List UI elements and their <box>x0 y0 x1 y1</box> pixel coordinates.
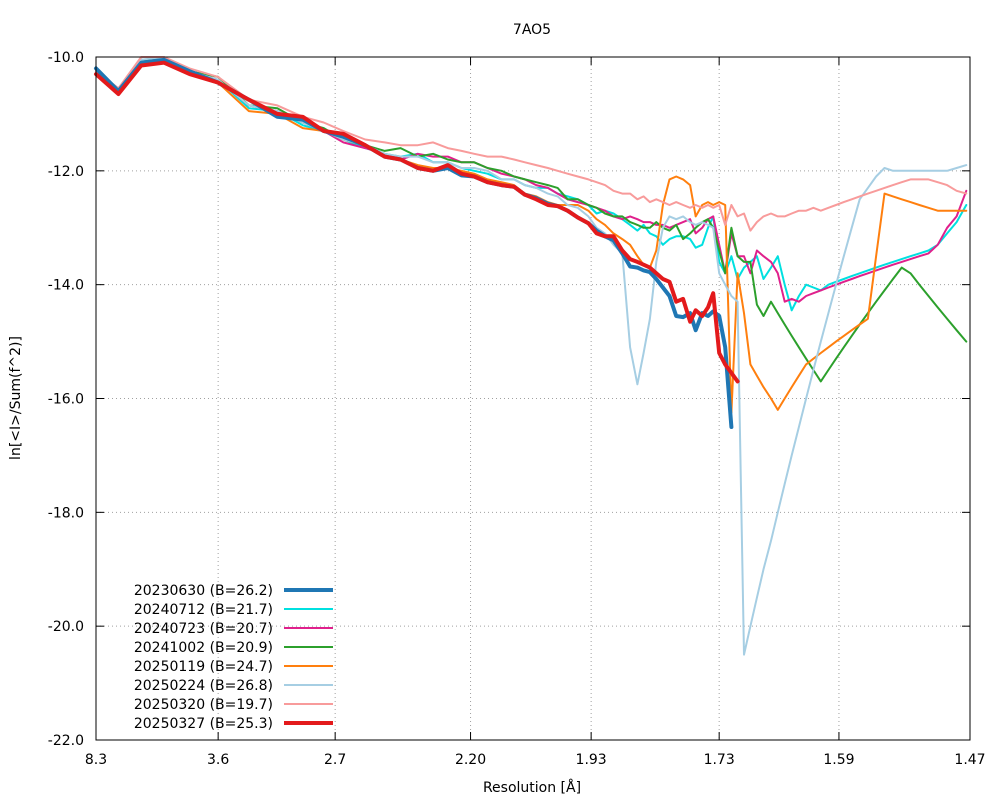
series-line-20250327 <box>94 60 740 384</box>
x-tick-label: 2.20 <box>455 752 486 768</box>
x-tick-label: 2.7 <box>324 752 346 768</box>
x-axis-label: Resolution [Å] <box>483 779 581 796</box>
series-lines <box>94 56 968 656</box>
legend-label: 20240712 (B=21.7) <box>134 602 273 618</box>
grid <box>96 57 970 740</box>
y-tick-label: -16.0 <box>48 392 84 408</box>
x-tick-label: 1.93 <box>576 752 607 768</box>
chart-title: 7AO5 <box>513 22 551 38</box>
legend-label: 20250327 (B=25.3) <box>134 716 273 732</box>
axis-ticks: -10.0 -12.0 -14.0 -16.0 -18.0 -20.0 -22.08.3 3.… <box>48 50 986 768</box>
legend: 20230630 (B=26.2) 20240712 (B=21.7) 202407… <box>134 583 333 732</box>
series-line-20240723 <box>95 58 968 303</box>
y-tick-label: -20.0 <box>48 619 84 635</box>
legend-label: 20250320 (B=19.7) <box>134 697 273 713</box>
legend-label: 20230630 (B=26.2) <box>134 583 273 599</box>
series-line-20250320 <box>95 56 968 232</box>
series-line-20241002 <box>95 58 968 383</box>
x-tick-label: 3.6 <box>207 752 229 768</box>
y-axis-label: ln[<I>/Sum(f^2)] <box>8 336 24 460</box>
y-tick-label: -18.0 <box>48 505 84 521</box>
legend-label: 20241002 (B=20.9) <box>134 640 273 656</box>
legend-label: 20250119 (B=24.7) <box>134 659 273 675</box>
legend-label: 20250224 (B=26.8) <box>134 678 273 694</box>
legend-label: 20240723 (B=20.7) <box>134 621 273 637</box>
series-line-20240712 <box>95 58 968 312</box>
y-tick-label: -10.0 <box>48 50 84 66</box>
series-line-20230630 <box>94 57 734 429</box>
y-tick-label: -12.0 <box>48 164 84 180</box>
y-tick-label: -14.0 <box>48 278 84 294</box>
x-tick-label: 1.73 <box>704 752 735 768</box>
y-tick-label: -22.0 <box>48 733 84 749</box>
x-tick-label: 1.47 <box>954 752 985 768</box>
x-tick-label: 1.59 <box>823 752 854 768</box>
x-tick-label: 8.3 <box>85 752 107 768</box>
series-line-20250224 <box>95 56 968 656</box>
